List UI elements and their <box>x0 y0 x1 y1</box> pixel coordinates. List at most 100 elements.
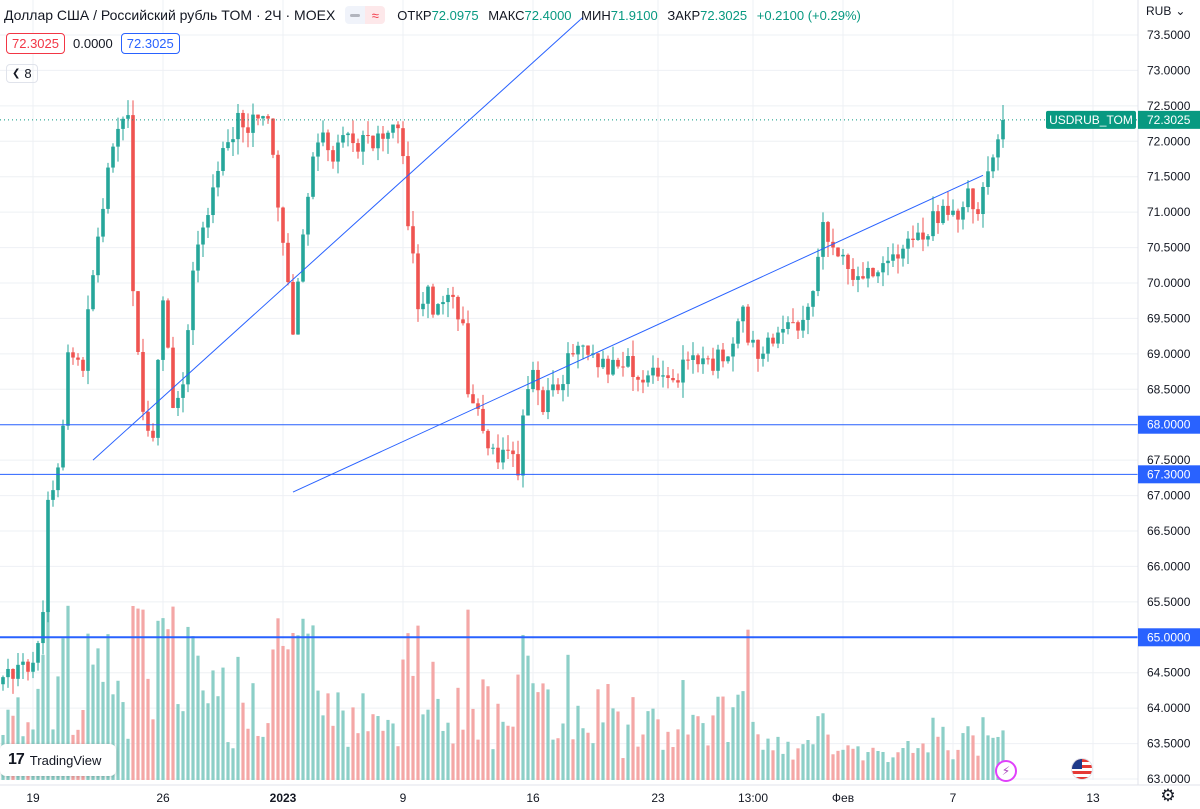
candle-body <box>806 306 810 320</box>
candle-body <box>756 339 760 359</box>
volume-bar <box>406 633 410 780</box>
volume-bar <box>151 719 155 780</box>
candle-body <box>341 135 345 143</box>
volume-bar <box>111 694 115 780</box>
candle-body <box>46 499 50 613</box>
volume-bar <box>501 721 505 780</box>
volume-bar <box>446 722 450 780</box>
delayed-data-icon[interactable]: ≈ <box>365 6 386 24</box>
volume-bar <box>716 696 720 780</box>
volume-bar <box>181 711 185 780</box>
candle-body <box>1001 120 1005 140</box>
y-tick-label: 63.5000 <box>1147 737 1191 751</box>
candle-body <box>331 150 335 162</box>
candle-body <box>631 356 635 377</box>
volume-bar <box>756 734 760 780</box>
volume-bar <box>976 755 980 780</box>
candle-body <box>451 294 455 297</box>
volume-bar <box>561 723 565 780</box>
candle-body <box>91 275 95 310</box>
volume-bar <box>996 736 1000 780</box>
candle-body <box>156 359 160 438</box>
volume-bar <box>496 703 500 780</box>
volume-bar <box>851 748 855 780</box>
gear-icon[interactable]: ⚙ <box>1160 786 1176 805</box>
volume-bar <box>566 654 570 780</box>
candle-body <box>611 359 615 375</box>
y-tick-label: 67.0000 <box>1147 489 1191 503</box>
x-tick-label: Фев <box>832 791 854 805</box>
volume-bar <box>211 670 215 780</box>
candle-body <box>541 390 545 413</box>
y-tick-label: 69.5000 <box>1147 311 1191 325</box>
volume-bar <box>131 605 135 780</box>
volume-bar <box>946 750 950 780</box>
volume-bar <box>241 702 245 780</box>
tradingview-logo[interactable]: 17 TradingView <box>0 744 116 776</box>
symbol-status-icons[interactable]: ≈ <box>345 6 386 24</box>
candle-body <box>56 467 60 491</box>
candle-body <box>906 238 910 249</box>
sell-price-button[interactable]: 72.3025 <box>6 33 65 54</box>
candle-body <box>176 397 180 408</box>
volume-bar <box>901 748 905 780</box>
volume-bar <box>621 758 625 780</box>
market-status-icon[interactable] <box>345 6 366 24</box>
candle-body <box>946 205 950 215</box>
candle-body <box>896 254 900 259</box>
candle-body <box>16 664 20 679</box>
level-price-label: 65.0000 <box>1147 630 1191 644</box>
volume-bar <box>986 735 990 780</box>
volume-bar <box>526 655 530 780</box>
volume-bar <box>966 726 970 780</box>
volume-bar <box>731 707 735 780</box>
candle-body <box>406 156 410 227</box>
currency-selector[interactable]: RUB ⌄ <box>1146 4 1185 18</box>
us-flag-icon[interactable] <box>1071 758 1093 780</box>
volume-bar <box>431 661 435 780</box>
y-tick-label: 71.5000 <box>1147 170 1191 184</box>
y-tick-label: 67.5000 <box>1147 453 1191 467</box>
volume-bar <box>226 742 230 780</box>
volume-bar <box>651 708 655 780</box>
candle-body <box>726 356 730 362</box>
candle-body <box>236 112 240 140</box>
candle-body <box>721 349 725 362</box>
candle-body <box>301 234 305 282</box>
volume-bar <box>46 609 50 780</box>
buy-price-button[interactable]: 72.3025 <box>120 33 180 54</box>
volume-bar <box>156 620 160 780</box>
volume-bar <box>786 741 790 780</box>
candle-body <box>746 306 750 343</box>
candle-body <box>261 116 265 119</box>
y-tick-label: 66.5000 <box>1147 524 1191 538</box>
volume-bar <box>631 697 635 780</box>
indicators-toggle[interactable]: ❮ 8 <box>6 64 38 83</box>
volume-bar <box>441 730 445 780</box>
candle-body <box>826 222 830 242</box>
volume-bar <box>686 734 690 780</box>
volume-bar <box>766 738 770 780</box>
candle-body <box>531 369 535 390</box>
candle-body <box>891 254 895 261</box>
candle-body <box>561 384 565 391</box>
candle-body <box>921 232 925 240</box>
candle-body <box>111 146 115 168</box>
candle-body <box>761 353 765 359</box>
candle-body <box>491 447 495 449</box>
symbol-title[interactable]: Доллар США / Российский рубль TOM · 2Ч ·… <box>4 7 336 23</box>
candle-body <box>316 142 320 157</box>
x-tick-label: 26 <box>156 791 170 805</box>
tradingview-logo-text: TradingView <box>29 752 102 768</box>
lightning-icon[interactable]: ⚡ <box>995 760 1017 782</box>
volume-bar <box>971 735 975 780</box>
volume-bar <box>646 711 650 780</box>
volume-bar <box>746 629 750 780</box>
candle-body <box>571 353 575 355</box>
volume-bar <box>351 707 355 780</box>
candle-body <box>861 276 865 279</box>
change-value: +0.2100 (+0.29%) <box>756 7 861 23</box>
volume-bar <box>926 752 930 780</box>
candle-body <box>646 375 650 383</box>
